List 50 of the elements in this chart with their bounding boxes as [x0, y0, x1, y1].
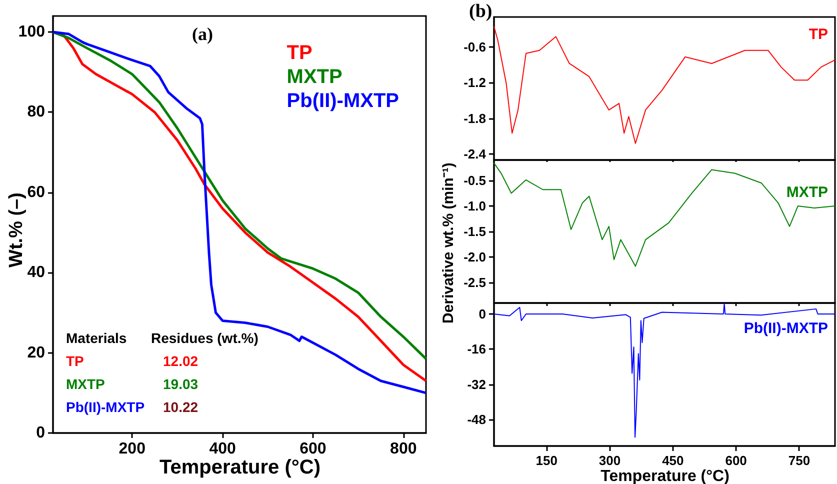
- y-axis-title: Wt.% (–): [6, 192, 28, 268]
- y-tick-label: -1.0: [464, 198, 486, 214]
- y-tick-label: -1.2: [464, 75, 486, 90]
- y-tick-label: -1.5: [464, 224, 486, 239]
- annotation: 10.22: [163, 399, 198, 415]
- y-tick-label: 60: [27, 184, 46, 201]
- text: TP: [286, 42, 312, 64]
- x-tick-label: 200: [118, 440, 146, 458]
- annotation: Residues (wt.%): [151, 330, 258, 346]
- x-tick-label: 400: [209, 440, 236, 458]
- y-tick-label: 40: [27, 264, 46, 282]
- chart-title: (b): [469, 1, 492, 22]
- y-tick-label: -48: [467, 412, 486, 428]
- y-tick-label: 80: [27, 104, 46, 121]
- line-series: [494, 26, 836, 144]
- x-axis-title: Temperature (°C): [160, 456, 320, 480]
- y-tick-label: -32: [467, 376, 486, 392]
- annotation: 12.02: [163, 353, 198, 369]
- series-label: Pb(II)-MXTP: [744, 320, 828, 337]
- annotation: 19.03: [163, 376, 198, 392]
- y-tick-label: 0: [478, 306, 486, 322]
- y-tick-label: 20: [27, 344, 46, 362]
- x-tick-label: 750: [788, 453, 810, 468]
- annotation: Materials: [66, 330, 127, 346]
- line-series: [494, 162, 836, 267]
- x-tick-label: 300: [598, 453, 621, 468]
- annotation: MXTP: [66, 376, 105, 392]
- y-tick-label: -0.5: [464, 172, 486, 188]
- annotation: TP: [66, 353, 84, 369]
- y-tick-label: -2.4: [464, 146, 487, 162]
- y-axis-title: Derivative wt.% (min⁻¹): [439, 162, 457, 324]
- series-label: MXTP: [786, 184, 828, 201]
- x-tick-label: 450: [662, 453, 684, 468]
- text: MXTP: [286, 66, 342, 88]
- series-label: TP: [808, 26, 828, 43]
- x-tick-label: 600: [725, 453, 747, 468]
- y-tick-label: -16: [467, 342, 486, 357]
- annotation: Pb(II)-MXTP: [66, 399, 145, 415]
- y-tick-label: -2.5: [464, 275, 486, 290]
- y-tick-label: 0: [36, 424, 46, 442]
- y-tick-label: -1.8: [464, 110, 486, 126]
- text: Pb(II)-MXTP: [286, 90, 400, 112]
- y-tick-label: -0.6: [464, 39, 486, 54]
- x-tick-label: 600: [300, 440, 326, 458]
- x-axis-title: Temperature (°C): [600, 468, 730, 484]
- chart-title: (a): [192, 24, 213, 44]
- y-tick-label: -2.0: [464, 250, 486, 265]
- x-tick-label: 150: [536, 453, 558, 468]
- y-tick-label: 100: [18, 24, 46, 41]
- x-tick-label: 800: [390, 440, 417, 458]
